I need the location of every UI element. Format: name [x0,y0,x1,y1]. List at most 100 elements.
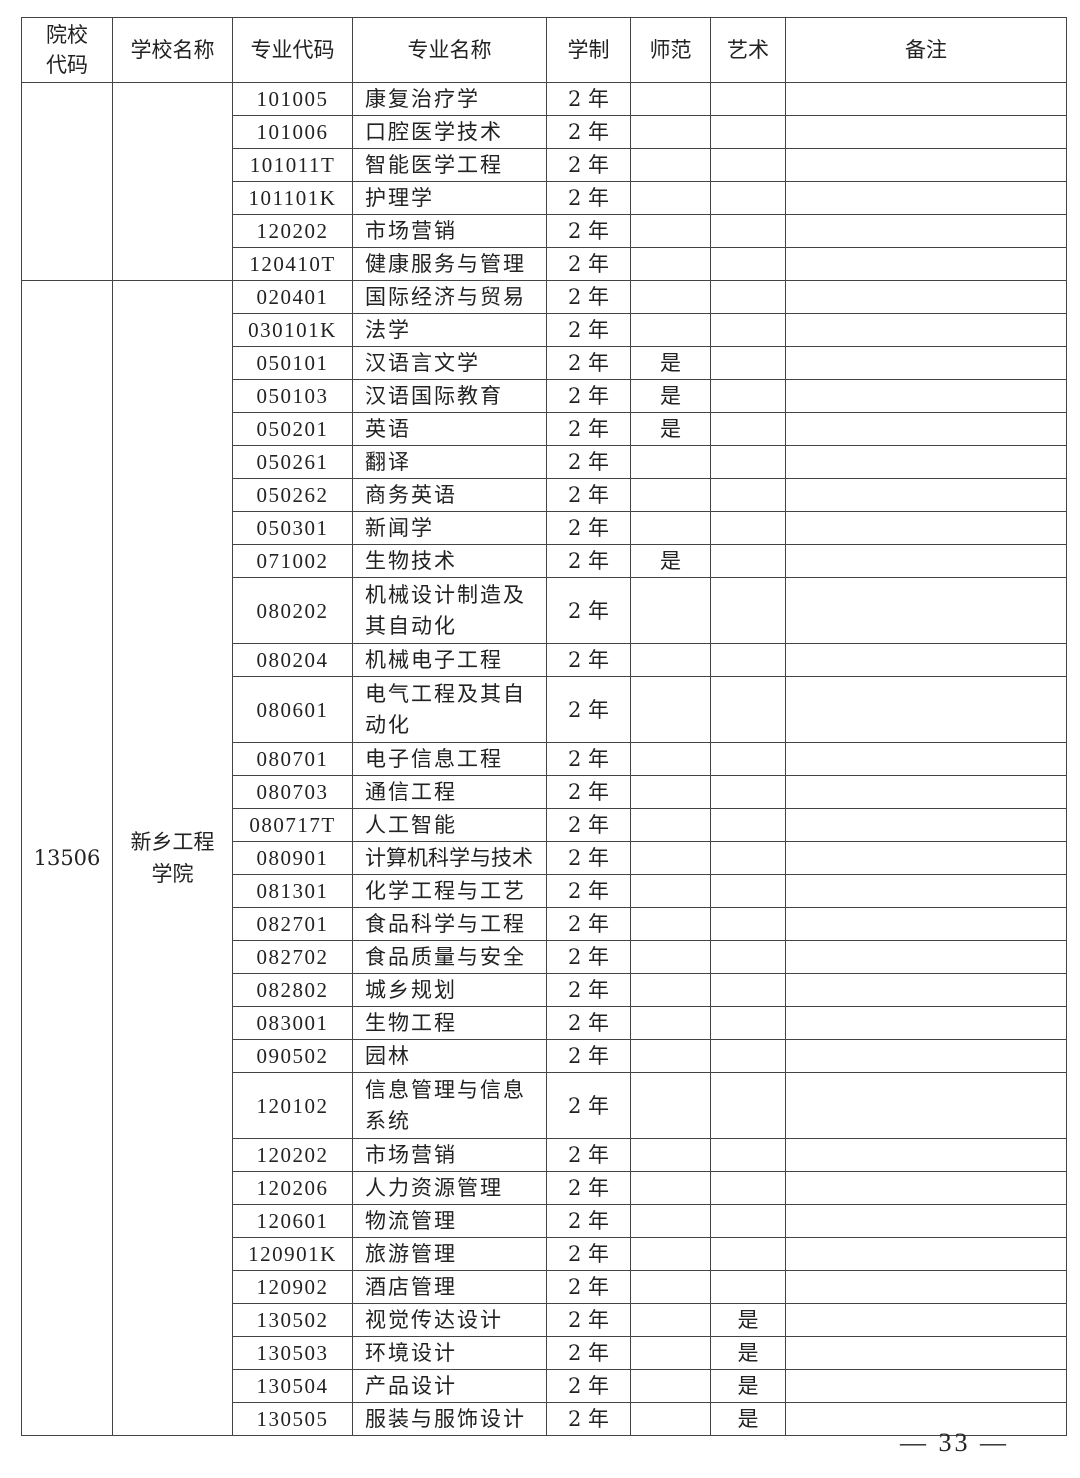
duration-cell: 2 年 [546,346,631,380]
major-code-cell: 130504 [232,1369,353,1403]
major-name-cell: 人工智能 [352,808,547,842]
art-cell [710,214,786,248]
major-code-cell: 130503 [232,1336,353,1370]
school-code-cell [21,82,113,281]
major-name-cell: 翻译 [352,445,547,479]
major-name-cell: 汉语国际教育 [352,379,547,413]
major-code-cell: 081301 [232,874,353,908]
major-name-cell: 智能医学工程 [352,148,547,182]
major-name-cell: 口腔医学技术 [352,115,547,149]
major-code-cell: 050103 [232,379,353,413]
note-cell [785,1072,1067,1139]
major-code-cell: 080601 [232,676,353,743]
table-row: 120601 物流管理 2 年 [22,1204,1067,1238]
art-cell [710,577,786,644]
major-code-cell: 080202 [232,577,353,644]
art-cell [710,181,786,215]
normal-cell [630,940,711,974]
note-cell [785,940,1067,974]
major-code-cell: 082702 [232,940,353,974]
normal-cell [630,280,711,314]
major-code-cell: 020401 [232,280,353,314]
note-cell [785,1303,1067,1337]
major-name-cell: 视觉传达设计 [352,1303,547,1337]
table-row: 071002 生物技术 2 年是 [22,544,1067,578]
normal-cell: 是 [630,412,711,446]
normal-cell [630,445,711,479]
normal-cell [630,1270,711,1304]
duration-cell: 2 年 [546,313,631,347]
normal-cell [630,181,711,215]
school-name-cell: 新乡工程学院 [112,280,233,1436]
art-cell: 是 [710,1402,786,1436]
normal-cell [630,1204,711,1238]
major-code-cell: 080901 [232,841,353,875]
normal-cell [630,115,711,149]
note-cell [785,874,1067,908]
note-cell [785,973,1067,1007]
note-cell [785,280,1067,314]
note-cell [785,478,1067,512]
major-code-cell: 082701 [232,907,353,941]
note-cell [785,412,1067,446]
duration-cell: 2 年 [546,577,631,644]
duration-cell: 2 年 [546,511,631,545]
art-cell [710,643,786,677]
note-cell [785,742,1067,776]
duration-cell: 2 年 [546,1171,631,1205]
table-row: 080701 电子信息工程 2 年 [22,742,1067,776]
table-row: 050201 英语 2 年是 [22,412,1067,446]
duration-cell: 2 年 [546,544,631,578]
major-code-cell: 050261 [232,445,353,479]
header-normal: 师范 [630,17,711,83]
normal-cell [630,643,711,677]
header-school-name: 学校名称 [112,17,233,83]
table-row: 030101K 法学 2 年 [22,313,1067,347]
major-name-cell: 康复治疗学 [352,82,547,116]
note-cell [785,544,1067,578]
normal-cell [630,1006,711,1040]
major-name-cell: 电气工程及其自动化 [352,676,547,743]
normal-cell [630,1402,711,1436]
normal-cell [630,82,711,116]
duration-cell: 2 年 [546,1237,631,1271]
duration-cell: 2 年 [546,1204,631,1238]
duration-cell: 2 年 [546,1072,631,1139]
duration-cell: 2 年 [546,1336,631,1370]
duration-cell: 2 年 [546,907,631,941]
note-cell [785,1336,1067,1370]
duration-cell: 2 年 [546,808,631,842]
note-cell [785,181,1067,215]
major-name-cell: 食品科学与工程 [352,907,547,941]
duration-cell: 2 年 [546,412,631,446]
major-name-cell: 环境设计 [352,1336,547,1370]
duration-cell: 2 年 [546,742,631,776]
art-cell [710,313,786,347]
art-cell [710,148,786,182]
duration-cell: 2 年 [546,247,631,281]
note-cell [785,214,1067,248]
table-row: 101101K 护理学 2 年 [22,181,1067,215]
art-cell [710,1138,786,1172]
table-row: 050101 汉语言文学 2 年是 [22,346,1067,380]
normal-cell [630,676,711,743]
art-cell: 是 [710,1336,786,1370]
note-cell [785,445,1067,479]
duration-cell: 2 年 [546,478,631,512]
major-code-cell: 130505 [232,1402,353,1436]
major-name-cell: 生物工程 [352,1006,547,1040]
duration-cell: 2 年 [546,82,631,116]
major-code-cell: 120202 [232,1138,353,1172]
art-cell [710,676,786,743]
duration-cell: 2 年 [546,1369,631,1403]
art-cell [710,346,786,380]
table-row: 090502 园林 2 年 [22,1039,1067,1073]
art-cell [710,1039,786,1073]
art-cell [710,1237,786,1271]
table-row: 130502 视觉传达设计 2 年 是 [22,1303,1067,1337]
major-code-cell: 050101 [232,346,353,380]
page-number: — 33 — [900,1428,1009,1457]
major-name-cell: 商务英语 [352,478,547,512]
note-cell [785,247,1067,281]
major-name-cell: 旅游管理 [352,1237,547,1271]
